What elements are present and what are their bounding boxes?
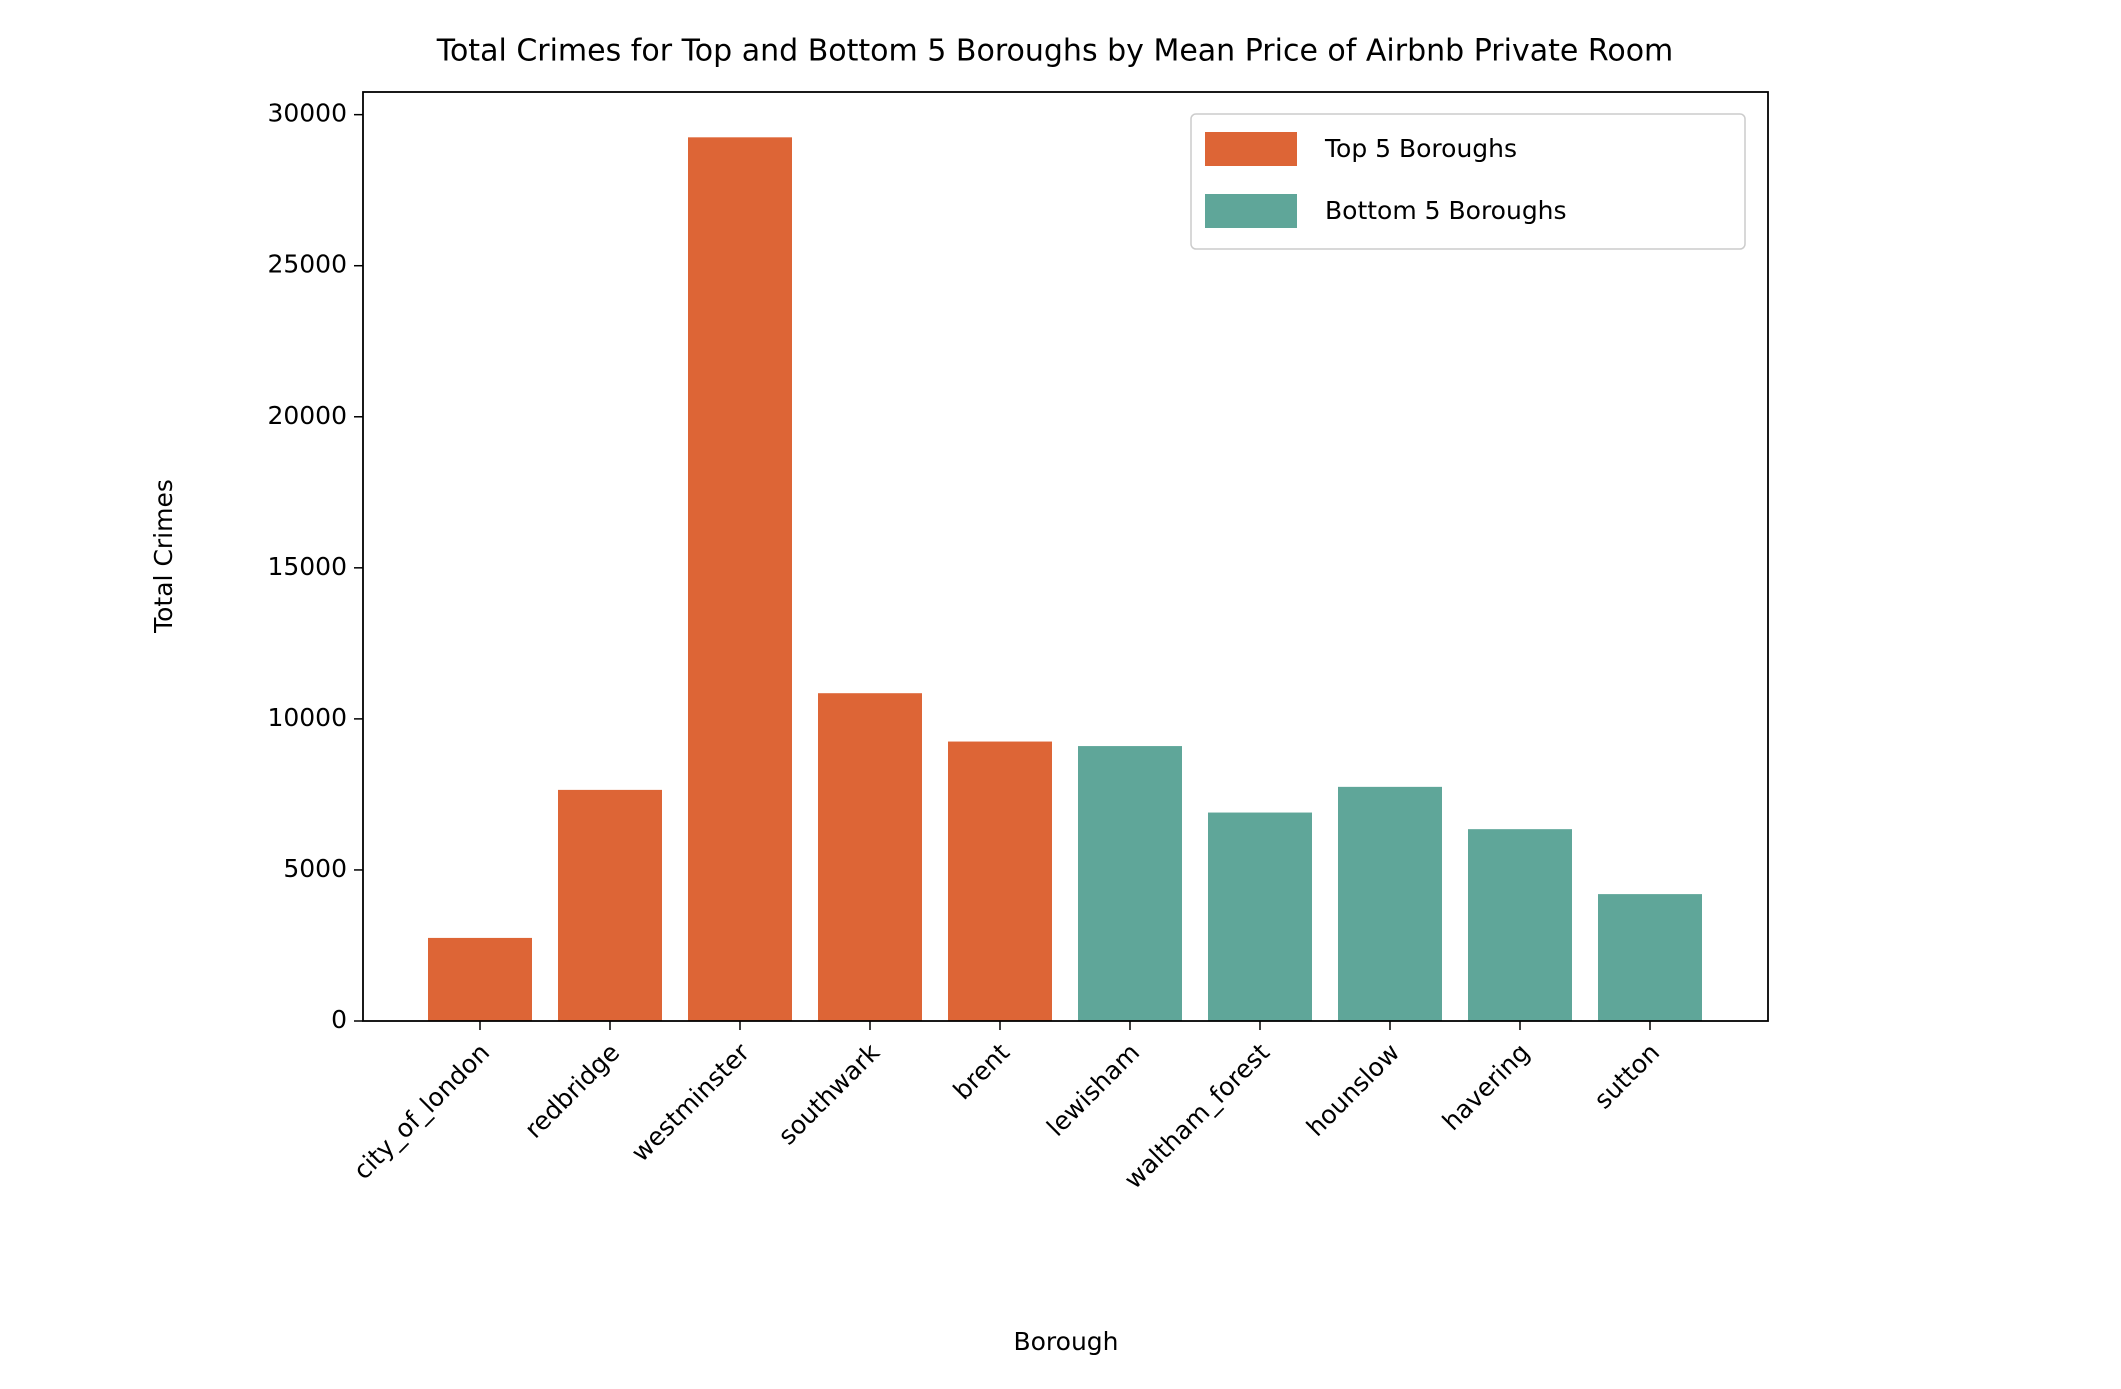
y-tick-label: 5000 xyxy=(283,854,347,883)
y-tick-label: 10000 xyxy=(267,703,347,732)
legend-box xyxy=(1190,113,1746,250)
y-tick-label: 30000 xyxy=(267,99,347,128)
bar xyxy=(1598,894,1702,1021)
bar xyxy=(1338,786,1442,1021)
x-tick-label: havering xyxy=(1437,1038,1535,1136)
bar xyxy=(948,741,1052,1021)
y-axis-label: Total Crimes xyxy=(149,479,178,634)
x-tick-label: hounslow xyxy=(1301,1038,1405,1142)
bar xyxy=(1078,746,1182,1021)
x-axis-label: Borough xyxy=(1013,1327,1118,1356)
x-tick-label: redbridge xyxy=(519,1038,625,1144)
y-tick-label: 20000 xyxy=(267,401,347,430)
bar xyxy=(558,789,662,1021)
legend-swatch xyxy=(1205,132,1297,166)
x-tick-label: lewisham xyxy=(1041,1038,1145,1142)
legend-swatch xyxy=(1205,194,1297,228)
y-tick-label: 0 xyxy=(331,1005,347,1034)
y-tick-label: 25000 xyxy=(267,250,347,279)
chart-title: Total Crimes for Top and Bottom 5 Boroug… xyxy=(436,34,1674,69)
bar xyxy=(1208,812,1312,1021)
bar xyxy=(1468,829,1572,1021)
x-tick-label: city_of_london xyxy=(348,1038,495,1185)
bar xyxy=(818,693,922,1021)
plot-frame xyxy=(362,91,1769,1022)
x-tick-label: sutton xyxy=(1588,1038,1665,1115)
legend-label: Bottom 5 Boroughs xyxy=(1325,196,1567,225)
x-tick-label: southwark xyxy=(773,1037,886,1150)
x-tick-label: brent xyxy=(948,1038,1016,1106)
legend-label: Top 5 Boroughs xyxy=(1324,134,1517,163)
bar xyxy=(428,937,532,1021)
y-tick-label: 15000 xyxy=(267,552,347,581)
x-tick-label: westminster xyxy=(626,1037,756,1167)
bar xyxy=(688,137,792,1021)
